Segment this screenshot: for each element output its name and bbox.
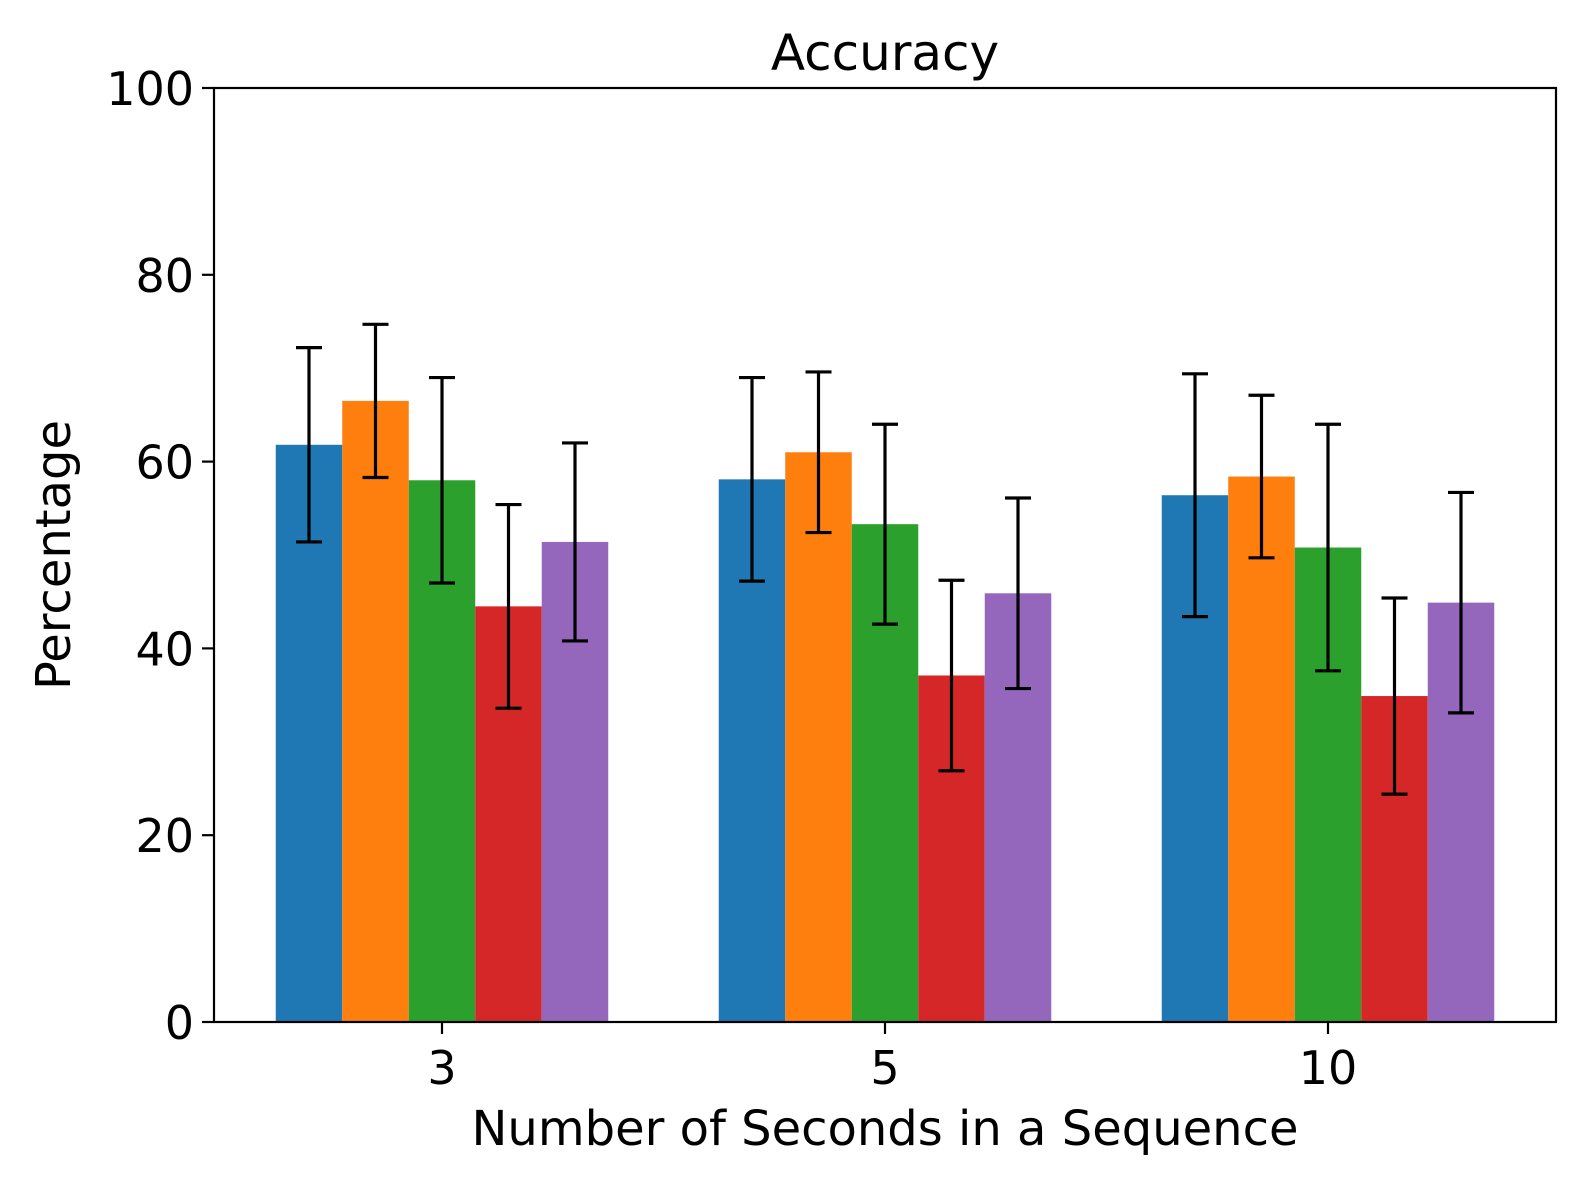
bars-layer: [275, 400, 1495, 1023]
y-tick-label-100: 100: [106, 62, 194, 116]
bar-series-2-cat-5: [785, 452, 852, 1022]
error-bar-series-2-cat-3: [362, 322, 389, 480]
error-bar-series-5-cat-3: [562, 441, 588, 643]
y-tick-label-40: 40: [135, 622, 194, 676]
y-axis: 0 20 40 60 80 100: [106, 62, 214, 1050]
y-tick-label-80: 80: [135, 249, 194, 303]
error-bar-series-1-cat-3: [296, 346, 322, 544]
x-tick-label-10: 10: [1299, 1041, 1358, 1095]
error-bar-series-4-cat-10: [1381, 596, 1408, 796]
error-bar-series-4-cat-3: [495, 502, 522, 710]
error-bars-layer: [296, 322, 1474, 796]
y-tick-label-60: 60: [135, 436, 194, 490]
error-bar-series-2-cat-10: [1248, 393, 1275, 560]
chart-title: Accuracy: [771, 24, 999, 82]
error-bar-series-3-cat-5: [872, 422, 898, 626]
error-bar-series-1-cat-5: [739, 375, 765, 583]
y-axis-label: Percentage: [26, 420, 82, 690]
error-bar-series-5-cat-5: [1005, 496, 1031, 691]
bar-series-2-cat-3: [342, 400, 409, 1022]
bar-series-2-cat-10: [1228, 476, 1295, 1022]
error-bar-series-2-cat-5: [805, 370, 832, 535]
error-bar-series-1-cat-10: [1182, 372, 1208, 619]
x-tick-label-3: 3: [427, 1041, 456, 1095]
y-tick-label-0: 0: [165, 996, 194, 1050]
x-axis: 3 5 10: [427, 1022, 1357, 1095]
y-tick-label-20: 20: [135, 809, 194, 863]
x-axis-label: Number of Seconds in a Sequence: [472, 1101, 1299, 1157]
error-bar-series-3-cat-3: [429, 375, 455, 585]
error-bar-series-5-cat-10: [1448, 490, 1474, 715]
x-tick-label-5: 5: [870, 1041, 899, 1095]
error-bar-series-4-cat-5: [938, 578, 965, 773]
error-bar-series-3-cat-10: [1315, 422, 1341, 673]
